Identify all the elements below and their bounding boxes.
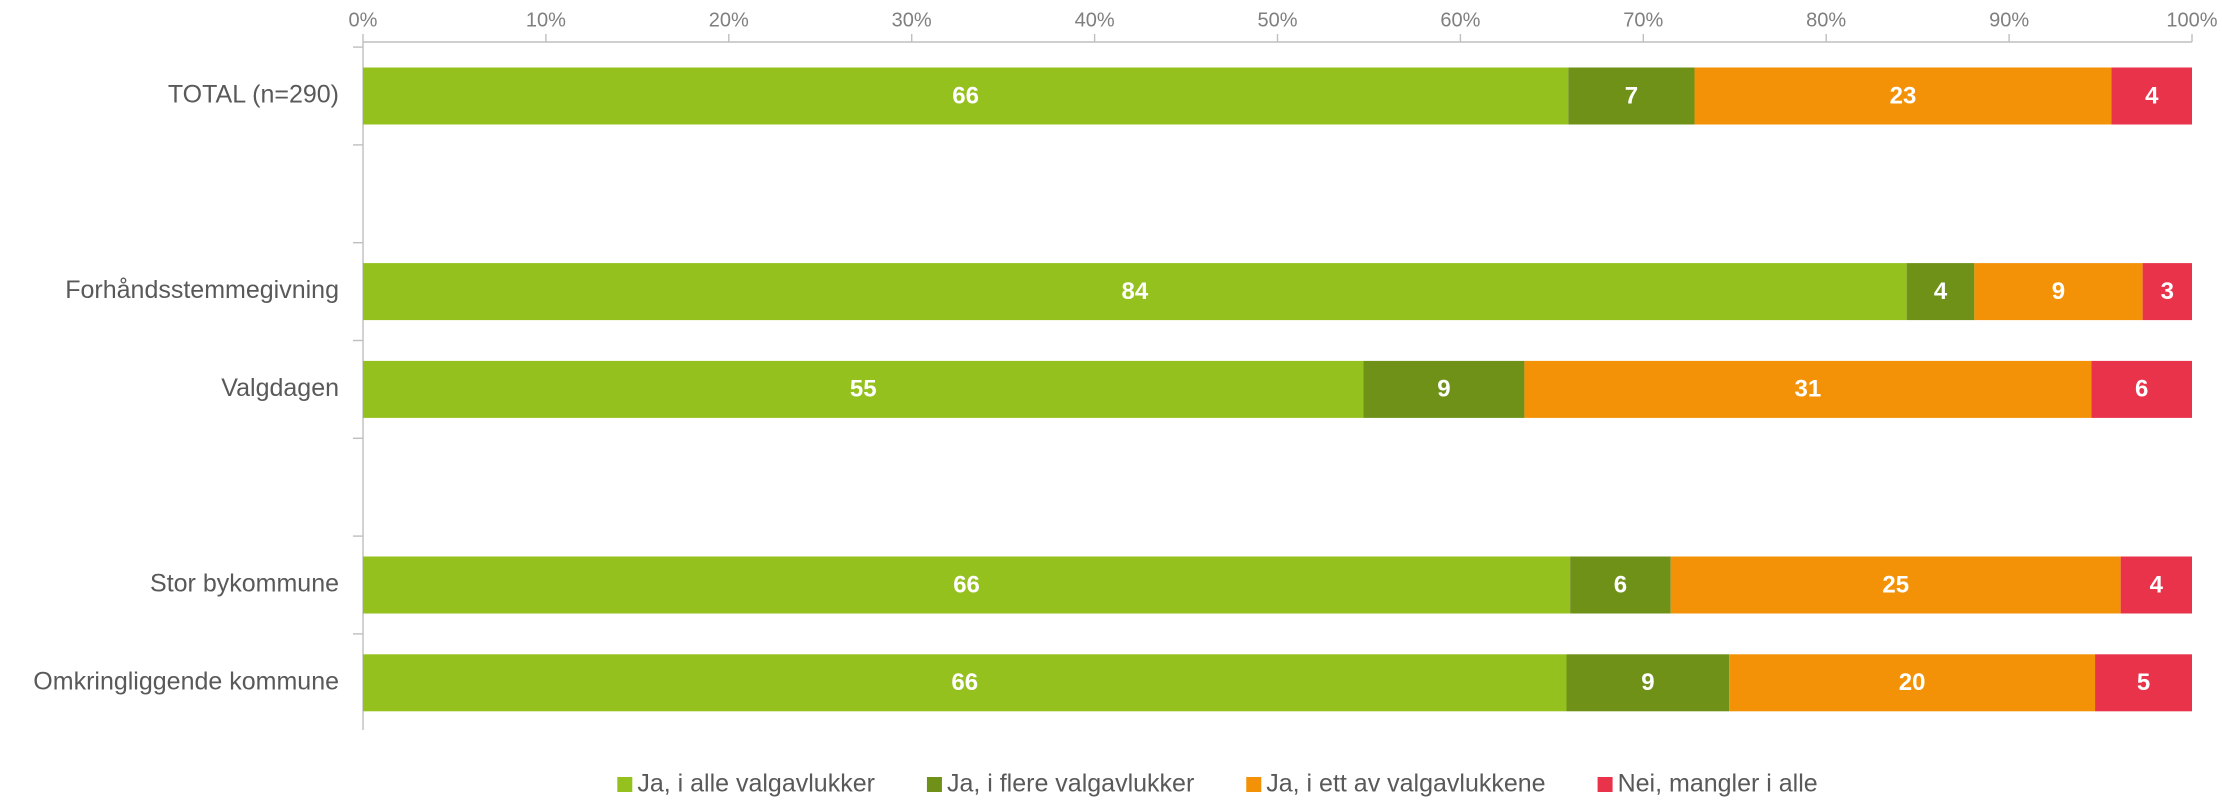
value-label: 84: [1121, 278, 1148, 305]
bar-segment: [363, 67, 1569, 125]
bar-segment: [2142, 263, 2192, 321]
value-label: 7: [1625, 82, 1638, 109]
bar-segment: [1906, 263, 1975, 321]
bar-segment: [1570, 556, 1671, 614]
value-label: 3: [2161, 278, 2174, 305]
legend-label: Nei, mangler i alle: [1618, 770, 1818, 798]
x-tick-label: 100%: [2166, 9, 2217, 31]
bar-segment: [1670, 556, 2121, 614]
bar-segment: [363, 654, 1567, 712]
legend-swatch: [617, 777, 633, 792]
value-label: 20: [1899, 669, 1926, 696]
x-tick-label: 30%: [892, 9, 932, 31]
x-tick-label: 10%: [526, 9, 566, 31]
x-tick-label: 50%: [1257, 9, 1297, 31]
value-label: 6: [2135, 376, 2148, 403]
value-label: 66: [952, 82, 979, 109]
x-tick-label: 0%: [349, 9, 378, 31]
bar-segment: [2111, 67, 2192, 125]
x-tick-label: 60%: [1440, 9, 1480, 31]
bar-segment: [1729, 654, 2096, 712]
value-label: 4: [1934, 278, 1948, 305]
value-label: 9: [1437, 376, 1450, 403]
value-label: 23: [1890, 82, 1917, 109]
category-label: Forhåndsstemmegivning: [65, 276, 339, 304]
value-label: 6: [1614, 571, 1627, 598]
bar-segment: [1566, 654, 1730, 712]
legend-label: Ja, i flere valgavlukker: [947, 770, 1194, 798]
bar-segment: [1363, 360, 1525, 418]
x-tick-label: 90%: [1989, 9, 2029, 31]
value-label: 55: [850, 376, 877, 403]
value-label: 4: [2145, 82, 2159, 109]
bar-segment: [363, 556, 1571, 614]
value-label: 5: [2137, 669, 2150, 696]
category-label: TOTAL (n=290): [168, 81, 339, 109]
legend-swatch: [1597, 777, 1613, 792]
bar-segment: [1568, 67, 1695, 125]
x-tick-label: 20%: [709, 9, 749, 31]
value-label: 66: [951, 669, 978, 696]
x-tick-label: 40%: [1075, 9, 1115, 31]
x-tick-label: 80%: [1806, 9, 1846, 31]
bar-segment: [1524, 360, 2092, 418]
bar-segment: [1694, 67, 2112, 125]
bar-segment: [363, 263, 1907, 321]
value-label: 66: [953, 571, 980, 598]
legend-label: Ja, i alle valgavlukker: [637, 770, 875, 798]
value-label: 9: [1641, 669, 1654, 696]
bar-segment: [1974, 263, 2143, 321]
bar-segment: [2091, 360, 2192, 418]
category-label: Omkringliggende kommune: [33, 667, 339, 695]
value-label: 9: [2052, 278, 2065, 305]
value-label: 25: [1882, 571, 1909, 598]
bar-segment: [2120, 556, 2192, 614]
legend-swatch: [1246, 777, 1262, 792]
bar-segment: [363, 360, 1364, 418]
value-label: 4: [2150, 571, 2164, 598]
legend-label: Ja, i ett av valgavlukkene: [1266, 770, 1545, 798]
legend-swatch: [926, 777, 942, 792]
category-label: Valgdagen: [221, 374, 339, 402]
bar-segment: [2095, 654, 2192, 712]
value-label: 31: [1795, 376, 1822, 403]
category-label: Stor bykommune: [150, 570, 339, 598]
x-tick-label: 70%: [1623, 9, 1663, 31]
